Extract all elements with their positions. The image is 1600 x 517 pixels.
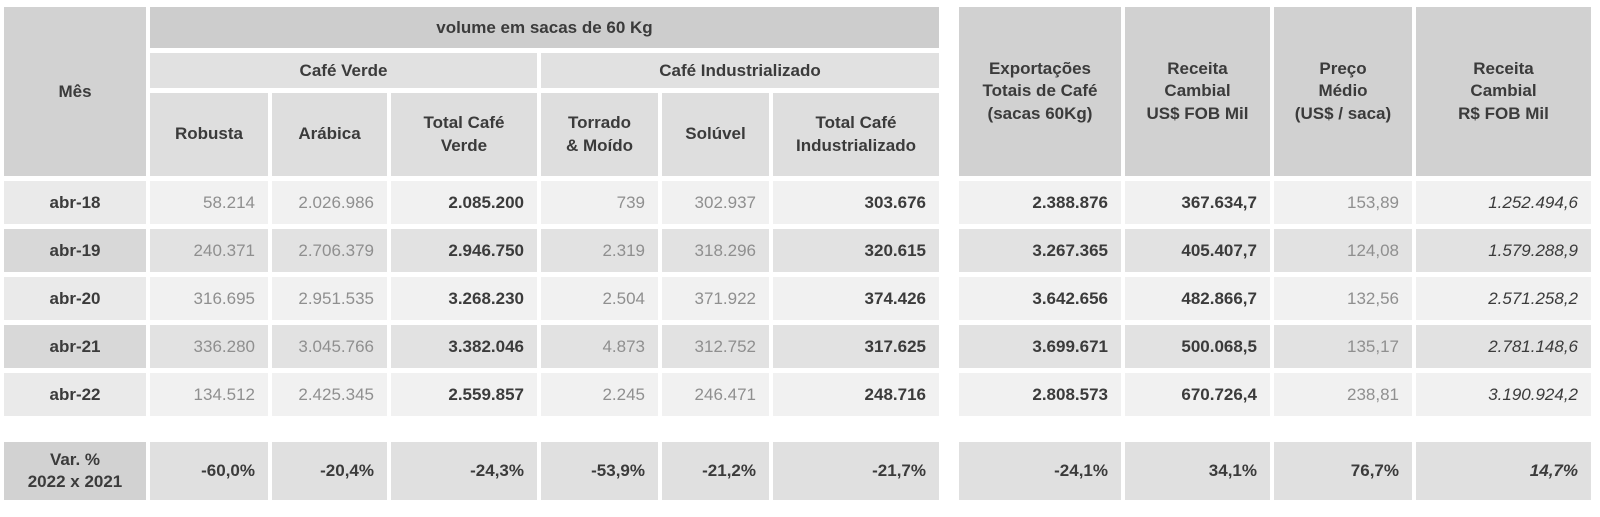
subheader-total-cafe-industrializado: Total Café Industrializado (773, 93, 939, 176)
table-cell: 4.873 (541, 325, 658, 368)
group-header-cafe-industrializado: Café Industrializado (541, 53, 939, 88)
table-cell: 367.634,7 (1125, 181, 1270, 224)
table-cell: 336.280 (150, 325, 268, 368)
table-cell: 482.866,7 (1125, 277, 1270, 320)
variation-cell: -21,2% (662, 442, 769, 500)
table-cell: 2.085.200 (391, 181, 537, 224)
table-cell: 371.922 (662, 277, 769, 320)
table-cell: 2.781.148,6 (1416, 325, 1591, 368)
table-cell: 2.706.379 (272, 229, 387, 272)
variation-row-label: Var. % 2022 x 2021 (4, 442, 146, 500)
variation-cell: 76,7% (1274, 442, 1412, 500)
table-cell: 238,81 (1274, 373, 1412, 416)
subheader-torrado-moido: Torrado & Moído (541, 93, 658, 176)
table-cell: 3.382.046 (391, 325, 537, 368)
table-cell: 316.695 (150, 277, 268, 320)
table-cell: 3.268.230 (391, 277, 537, 320)
table-cell: 1.579.288,9 (1416, 229, 1591, 272)
variation-cell: -21,7% (773, 442, 939, 500)
variation-cell: 34,1% (1125, 442, 1270, 500)
table-cell: 2.026.986 (272, 181, 387, 224)
table-cell: 3.190.924,2 (1416, 373, 1591, 416)
table-cell: 124,08 (1274, 229, 1412, 272)
row-label: abr-20 (4, 277, 146, 320)
header-receita-cambial-usd: Receita Cambial US$ FOB Mil (1125, 7, 1270, 176)
table-cell: 248.716 (773, 373, 939, 416)
variation-cell: 14,7% (1416, 442, 1591, 500)
table-cell: 317.625 (773, 325, 939, 368)
table-cell: 2.571.258,2 (1416, 277, 1591, 320)
table-cell: 2.946.750 (391, 229, 537, 272)
row-label: abr-22 (4, 373, 146, 416)
table-cell: 3.699.671 (959, 325, 1121, 368)
table-cell: 318.296 (662, 229, 769, 272)
table-cell: 374.426 (773, 277, 939, 320)
variation-cell: -60,0% (150, 442, 268, 500)
variation-cell: -53,9% (541, 442, 658, 500)
table-cell: 2.504 (541, 277, 658, 320)
table-cell: 2.245 (541, 373, 658, 416)
header-mes: Mês (4, 7, 146, 176)
variation-cell: -24,3% (391, 442, 537, 500)
table-cell: 2.559.857 (391, 373, 537, 416)
table-cell: 153,89 (1274, 181, 1412, 224)
table-cell: 405.407,7 (1125, 229, 1270, 272)
table-cell: 302.937 (662, 181, 769, 224)
subheader-total-cafe-verde: Total Café Verde (391, 93, 537, 176)
table-cell: 739 (541, 181, 658, 224)
table-cell: 2.425.345 (272, 373, 387, 416)
group-header-cafe-verde: Café Verde (150, 53, 537, 88)
table-cell: 58.214 (150, 181, 268, 224)
row-label: abr-18 (4, 181, 146, 224)
variation-cell: -20,4% (272, 442, 387, 500)
table-cell: 3.267.365 (959, 229, 1121, 272)
table-cell: 246.471 (662, 373, 769, 416)
table-cell: 132,56 (1274, 277, 1412, 320)
subheader-robusta: Robusta (150, 93, 268, 176)
table-cell: 2.388.876 (959, 181, 1121, 224)
header-preco-medio: Preço Médio (US$ / saca) (1274, 7, 1412, 176)
table-cell: 1.252.494,6 (1416, 181, 1591, 224)
table-cell: 320.615 (773, 229, 939, 272)
variation-cell: -24,1% (959, 442, 1121, 500)
subheader-soluvel: Solúvel (662, 93, 769, 176)
table-cell: 303.676 (773, 181, 939, 224)
table-cell: 3.045.766 (272, 325, 387, 368)
row-label: abr-21 (4, 325, 146, 368)
table-cell: 312.752 (662, 325, 769, 368)
table-cell: 2.808.573 (959, 373, 1121, 416)
header-receita-cambial-brl: Receita Cambial R$ FOB Mil (1416, 7, 1591, 176)
coffee-export-table: Mês volume em sacas de 60 Kg Café Verde … (4, 7, 1591, 500)
subheader-arabica: Arábica (272, 93, 387, 176)
table-cell: 500.068,5 (1125, 325, 1270, 368)
table-cell: 240.371 (150, 229, 268, 272)
table-cell: 2.951.535 (272, 277, 387, 320)
table-cell: 2.319 (541, 229, 658, 272)
table-cell: 134.512 (150, 373, 268, 416)
header-exportacoes-totais: Exportações Totais de Café (sacas 60Kg) (959, 7, 1121, 176)
table-title: volume em sacas de 60 Kg (150, 7, 939, 48)
table-cell: 670.726,4 (1125, 373, 1270, 416)
row-label: abr-19 (4, 229, 146, 272)
table-cell: 135,17 (1274, 325, 1412, 368)
table-cell: 3.642.656 (959, 277, 1121, 320)
